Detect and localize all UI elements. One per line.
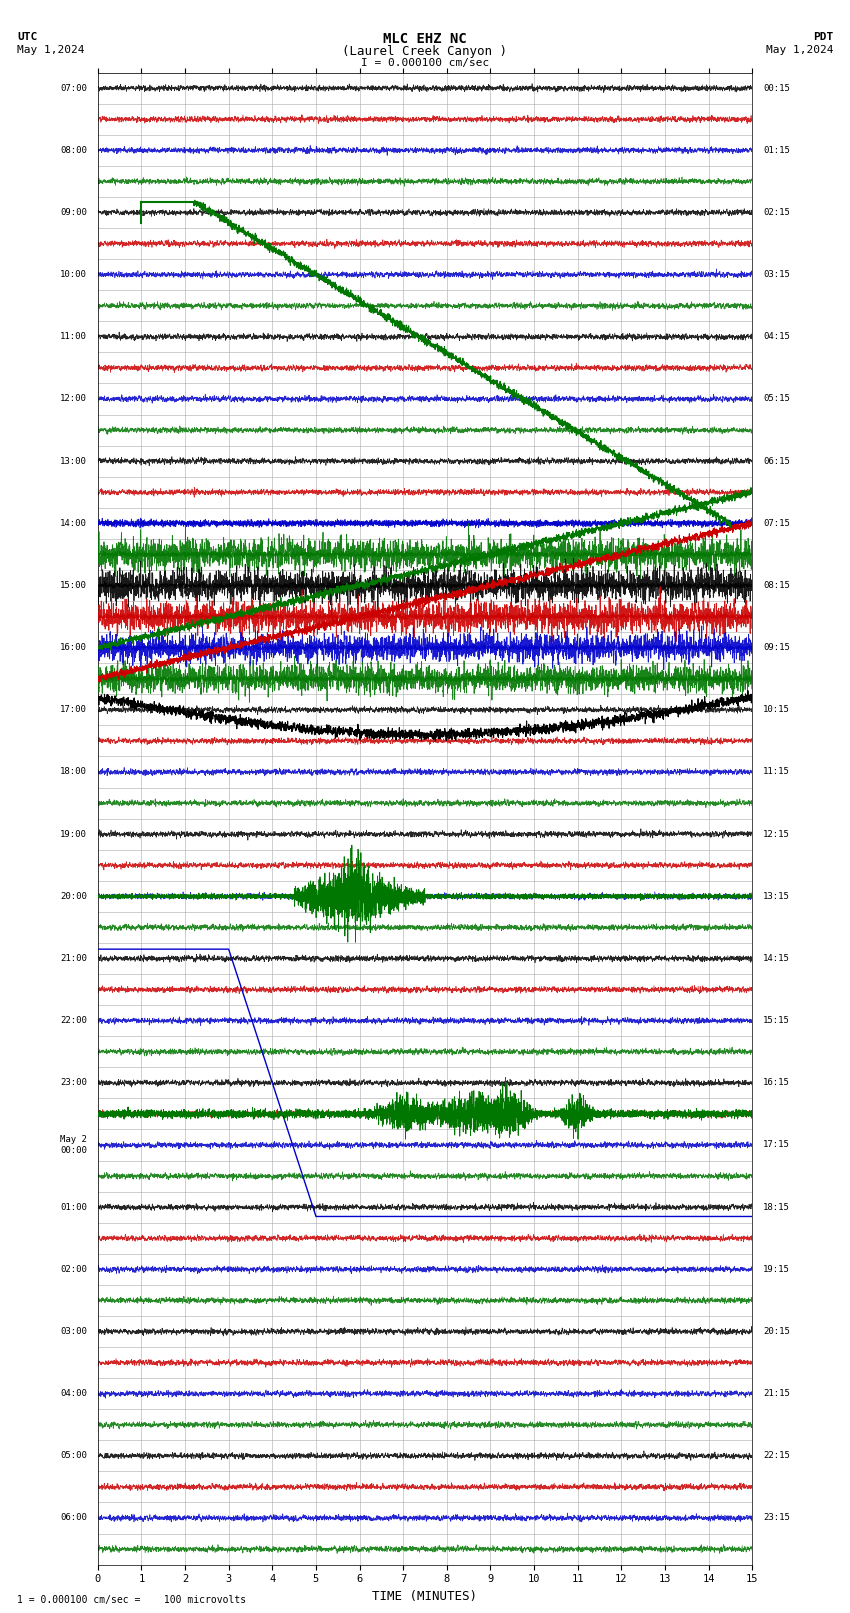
Text: May 2
00:00: May 2 00:00 bbox=[60, 1136, 87, 1155]
Text: I = 0.000100 cm/sec: I = 0.000100 cm/sec bbox=[361, 58, 489, 68]
Text: 08:00: 08:00 bbox=[60, 145, 87, 155]
Text: 14:15: 14:15 bbox=[763, 953, 790, 963]
Text: 05:00: 05:00 bbox=[60, 1452, 87, 1460]
Text: 09:15: 09:15 bbox=[763, 644, 790, 652]
Text: 16:00: 16:00 bbox=[60, 644, 87, 652]
Text: 03:15: 03:15 bbox=[763, 269, 790, 279]
Text: 1 = 0.000100 cm/sec =    100 microvolts: 1 = 0.000100 cm/sec = 100 microvolts bbox=[17, 1595, 246, 1605]
Text: 00:15: 00:15 bbox=[763, 84, 790, 92]
Text: PDT: PDT bbox=[813, 32, 833, 42]
Text: 18:00: 18:00 bbox=[60, 768, 87, 776]
Text: 12:15: 12:15 bbox=[763, 829, 790, 839]
Text: 11:00: 11:00 bbox=[60, 332, 87, 342]
Text: MLC EHZ NC: MLC EHZ NC bbox=[383, 32, 467, 47]
Text: 20:00: 20:00 bbox=[60, 892, 87, 900]
Text: May 1,2024: May 1,2024 bbox=[766, 45, 833, 55]
Text: May 1,2024: May 1,2024 bbox=[17, 45, 84, 55]
Text: 15:15: 15:15 bbox=[763, 1016, 790, 1026]
Text: 05:15: 05:15 bbox=[763, 395, 790, 403]
Text: 04:15: 04:15 bbox=[763, 332, 790, 342]
Text: 12:00: 12:00 bbox=[60, 395, 87, 403]
Text: 01:00: 01:00 bbox=[60, 1203, 87, 1211]
Text: 06:15: 06:15 bbox=[763, 456, 790, 466]
Text: 17:15: 17:15 bbox=[763, 1140, 790, 1150]
Text: 23:15: 23:15 bbox=[763, 1513, 790, 1523]
Text: 13:15: 13:15 bbox=[763, 892, 790, 900]
Text: 14:00: 14:00 bbox=[60, 519, 87, 527]
Text: 18:15: 18:15 bbox=[763, 1203, 790, 1211]
X-axis label: TIME (MINUTES): TIME (MINUTES) bbox=[372, 1590, 478, 1603]
Text: 21:00: 21:00 bbox=[60, 953, 87, 963]
Text: 22:00: 22:00 bbox=[60, 1016, 87, 1026]
Text: 16:15: 16:15 bbox=[763, 1079, 790, 1087]
Text: 19:00: 19:00 bbox=[60, 829, 87, 839]
Text: 19:15: 19:15 bbox=[763, 1265, 790, 1274]
Text: 09:00: 09:00 bbox=[60, 208, 87, 218]
Text: 11:15: 11:15 bbox=[763, 768, 790, 776]
Text: 03:00: 03:00 bbox=[60, 1327, 87, 1336]
Text: 23:00: 23:00 bbox=[60, 1079, 87, 1087]
Text: 13:00: 13:00 bbox=[60, 456, 87, 466]
Text: 08:15: 08:15 bbox=[763, 581, 790, 590]
Text: 07:15: 07:15 bbox=[763, 519, 790, 527]
Text: 06:00: 06:00 bbox=[60, 1513, 87, 1523]
Text: 15:00: 15:00 bbox=[60, 581, 87, 590]
Text: UTC: UTC bbox=[17, 32, 37, 42]
Text: 02:00: 02:00 bbox=[60, 1265, 87, 1274]
Text: 21:15: 21:15 bbox=[763, 1389, 790, 1398]
Text: 10:15: 10:15 bbox=[763, 705, 790, 715]
Text: 01:15: 01:15 bbox=[763, 145, 790, 155]
Text: 04:00: 04:00 bbox=[60, 1389, 87, 1398]
Text: 07:00: 07:00 bbox=[60, 84, 87, 92]
Text: (Laurel Creek Canyon ): (Laurel Creek Canyon ) bbox=[343, 45, 507, 58]
Text: 10:00: 10:00 bbox=[60, 269, 87, 279]
Text: 02:15: 02:15 bbox=[763, 208, 790, 218]
Text: 20:15: 20:15 bbox=[763, 1327, 790, 1336]
Text: 22:15: 22:15 bbox=[763, 1452, 790, 1460]
Text: 17:00: 17:00 bbox=[60, 705, 87, 715]
